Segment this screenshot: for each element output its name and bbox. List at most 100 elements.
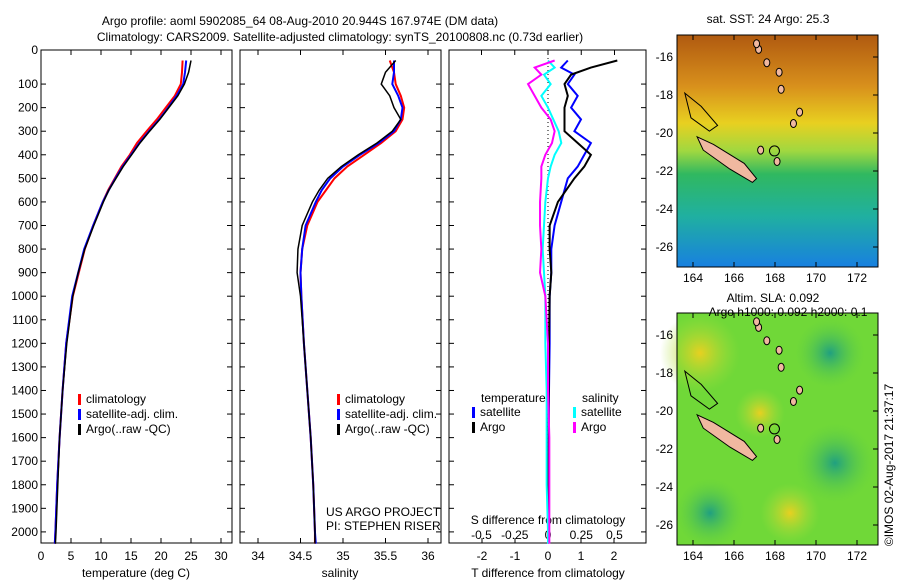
- lon-tick-label: 164: [683, 549, 703, 563]
- legend-label: Argo: [480, 420, 506, 434]
- land-new-caledonia: [696, 413, 758, 462]
- land-island: [775, 345, 783, 355]
- lon-tick-label: 170: [806, 271, 826, 285]
- sla-anomaly-blob: [795, 318, 865, 388]
- annotation-pi: PI: STEPHEN RISER: [326, 519, 441, 533]
- series-climatology: [299, 60, 406, 544]
- series-climatology: [53, 60, 184, 544]
- y-tick-label: 900: [18, 266, 38, 280]
- legend-title-temperature: temperature: [481, 391, 546, 405]
- difference-panel: -2 -1 0 1 2-0.5 -0.25 0 0.25 0.5T difference fro…: [448, 49, 647, 580]
- x-tick-label: 35: [336, 549, 350, 563]
- x-tick-label: 20: [154, 549, 168, 563]
- x-axis-label: T difference from climatology: [471, 566, 625, 580]
- salinity-panel: 34 34.5 35 35.5 36 salinity climatologysatelli…: [239, 49, 442, 580]
- lat-tick-label: -26: [656, 518, 674, 532]
- x-tick-label: -2: [477, 549, 488, 563]
- sla-map-title: Altim. SLA: 0.092: [727, 291, 820, 305]
- legend-label: satellite: [480, 405, 521, 419]
- land-island: [753, 39, 761, 49]
- title-line-1: Argo profile: aoml 5902085_64 08-Aug-201…: [102, 14, 498, 28]
- y-tick-label: 1800: [11, 478, 38, 492]
- sla-anomaly-blob: [660, 313, 740, 393]
- x-tick-label: 10: [94, 549, 108, 563]
- legend-label: Argo: [581, 420, 607, 434]
- land-island: [773, 157, 781, 166]
- lon-tick-label: 172: [847, 549, 867, 563]
- legend-label: satellite-adj. clim.: [86, 407, 178, 421]
- land-island: [773, 435, 781, 444]
- legend-swatch: [78, 424, 81, 435]
- lon-tick-label: 168: [765, 549, 785, 563]
- x2-tick-label: -0.25: [501, 528, 529, 542]
- lat-tick-label: -24: [656, 480, 674, 494]
- land-island: [777, 362, 785, 372]
- series-satellite-adj-clim-: [299, 60, 404, 544]
- legend-swatch: [472, 407, 475, 418]
- map-frame: [676, 312, 879, 546]
- sla-anomaly-blob: [675, 478, 745, 548]
- reef-outline: [683, 369, 719, 410]
- y-tick-label: 2000: [11, 525, 38, 539]
- legend-swatch: [472, 422, 475, 433]
- sla-anomaly-blob: [795, 423, 875, 503]
- y-tick-label: 1100: [12, 313, 38, 327]
- lon-tick-label: 170: [806, 549, 826, 563]
- sst-map: 164 166 168 170 172 -16 -18 -20 -22 -24 -26 sat. SS…: [656, 12, 879, 285]
- x2-tick-label: -0.5: [471, 528, 492, 542]
- lat-tick-label: -22: [656, 442, 674, 456]
- legend-swatch: [573, 422, 576, 433]
- y-tick-label: 200: [18, 101, 38, 115]
- legend-swatch: [78, 394, 81, 405]
- timestamp: ©IMOS 02-Aug-2017 21:37:17: [882, 384, 896, 547]
- legend-swatch: [573, 407, 576, 418]
- y-tick-label: 1400: [11, 383, 38, 397]
- land-island: [763, 336, 771, 346]
- legend-swatch: [337, 394, 340, 405]
- land-island: [796, 107, 804, 117]
- reef-outline: [683, 91, 719, 132]
- lat-tick-label: -22: [656, 164, 674, 178]
- x-tick-label: -1: [510, 549, 521, 563]
- lon-tick-label: 166: [724, 549, 744, 563]
- sla-anomaly-blob: [735, 388, 785, 438]
- annotation-project: US ARGO PROJECT: [326, 505, 441, 519]
- legend-title-salinity: salinity: [582, 391, 619, 405]
- plot-frame: [239, 49, 442, 544]
- legend-swatch: [337, 424, 340, 435]
- land-island: [757, 145, 765, 155]
- y-tick-label: 100: [18, 77, 38, 91]
- x-tick-label: 25: [184, 549, 198, 563]
- x-tick-label: 35.5: [374, 549, 398, 563]
- x-tick-label: 34: [251, 549, 265, 563]
- lon-tick-label: 166: [724, 271, 744, 285]
- legend-label: Argo(..raw -QC): [345, 422, 430, 436]
- plot-frame: [40, 49, 233, 544]
- x-tick-label: 1: [578, 549, 585, 563]
- sst-map-title: sat. SST: 24 Argo: 25.3: [707, 12, 830, 26]
- x2-tick-label: 0.5: [606, 528, 623, 542]
- lon-tick-label: 172: [847, 271, 867, 285]
- legend-label: Argo(..raw -QC): [86, 422, 171, 436]
- lat-tick-label: -20: [656, 404, 674, 418]
- x-axis-label: salinity: [322, 566, 359, 580]
- argo-location-marker: [768, 145, 780, 157]
- land-island: [763, 58, 771, 68]
- legend-label: satellite: [581, 405, 622, 419]
- series-Argo-raw-QC-: [54, 60, 192, 544]
- lat-tick-label: -16: [656, 328, 674, 342]
- land-island: [757, 423, 765, 433]
- lon-tick-label: 168: [765, 271, 785, 285]
- sla-map: 164 166 168 170 172 -16 -18 -20 -22 -24 -26 Altim. …: [656, 291, 879, 563]
- legend-label: satellite-adj. clim.: [345, 407, 437, 421]
- y-tick-label: 800: [18, 242, 38, 256]
- lat-tick-label: -18: [656, 366, 674, 380]
- x-tick-label: 2: [611, 549, 618, 563]
- y-tick-label: 500: [18, 171, 38, 185]
- y-tick-label: 1300: [11, 360, 38, 374]
- land-new-caledonia: [696, 135, 758, 184]
- y-tick-label: 1900: [11, 501, 38, 515]
- y-tick-label: 1000: [11, 289, 38, 303]
- x-axis-label: temperature (deg C): [82, 566, 190, 580]
